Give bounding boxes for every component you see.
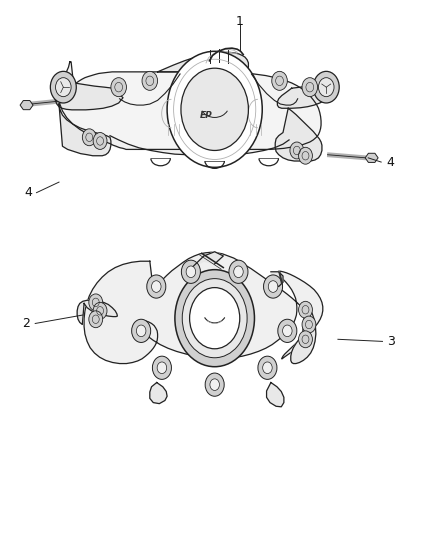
Polygon shape [110,136,289,156]
Circle shape [264,275,283,298]
Circle shape [152,281,161,292]
Polygon shape [158,52,248,72]
Polygon shape [271,272,283,287]
Polygon shape [150,383,167,403]
Circle shape [56,78,71,96]
Circle shape [142,71,158,90]
Circle shape [82,129,96,146]
Text: 3: 3 [387,335,395,348]
Text: 4: 4 [24,186,32,199]
Circle shape [283,325,292,337]
Polygon shape [365,154,378,163]
Circle shape [181,260,201,284]
Circle shape [313,71,339,103]
Polygon shape [59,104,111,156]
Circle shape [302,78,318,96]
Circle shape [147,275,166,298]
Polygon shape [267,383,284,407]
Text: 1: 1 [236,15,244,28]
Circle shape [186,266,196,278]
Circle shape [302,316,316,333]
Circle shape [299,331,312,348]
Circle shape [318,78,334,96]
Polygon shape [59,62,321,149]
Circle shape [272,71,287,90]
Circle shape [229,260,248,284]
Circle shape [167,51,262,167]
Circle shape [175,270,254,367]
Circle shape [89,294,102,311]
Circle shape [181,68,248,150]
Circle shape [152,356,171,379]
Polygon shape [291,303,316,364]
Circle shape [258,356,277,379]
Polygon shape [55,81,123,110]
Circle shape [93,133,107,149]
Polygon shape [84,252,323,364]
Text: EP: EP [200,111,212,120]
Circle shape [268,281,278,292]
Circle shape [205,373,224,396]
Circle shape [210,379,219,391]
Text: 4: 4 [386,156,394,168]
Circle shape [89,311,102,328]
Circle shape [93,302,107,319]
Circle shape [278,319,297,342]
Circle shape [136,325,146,337]
Circle shape [190,288,240,349]
Circle shape [290,142,304,159]
Polygon shape [275,108,322,161]
Circle shape [299,301,312,318]
Text: 2: 2 [23,317,31,330]
Polygon shape [277,81,328,108]
Polygon shape [20,101,33,110]
Circle shape [263,362,272,374]
Circle shape [111,78,127,96]
Circle shape [182,279,247,358]
Circle shape [299,147,312,164]
Circle shape [234,266,243,278]
Circle shape [157,362,167,374]
Polygon shape [193,252,223,266]
Circle shape [50,71,76,103]
Circle shape [132,319,151,342]
Polygon shape [77,300,117,325]
